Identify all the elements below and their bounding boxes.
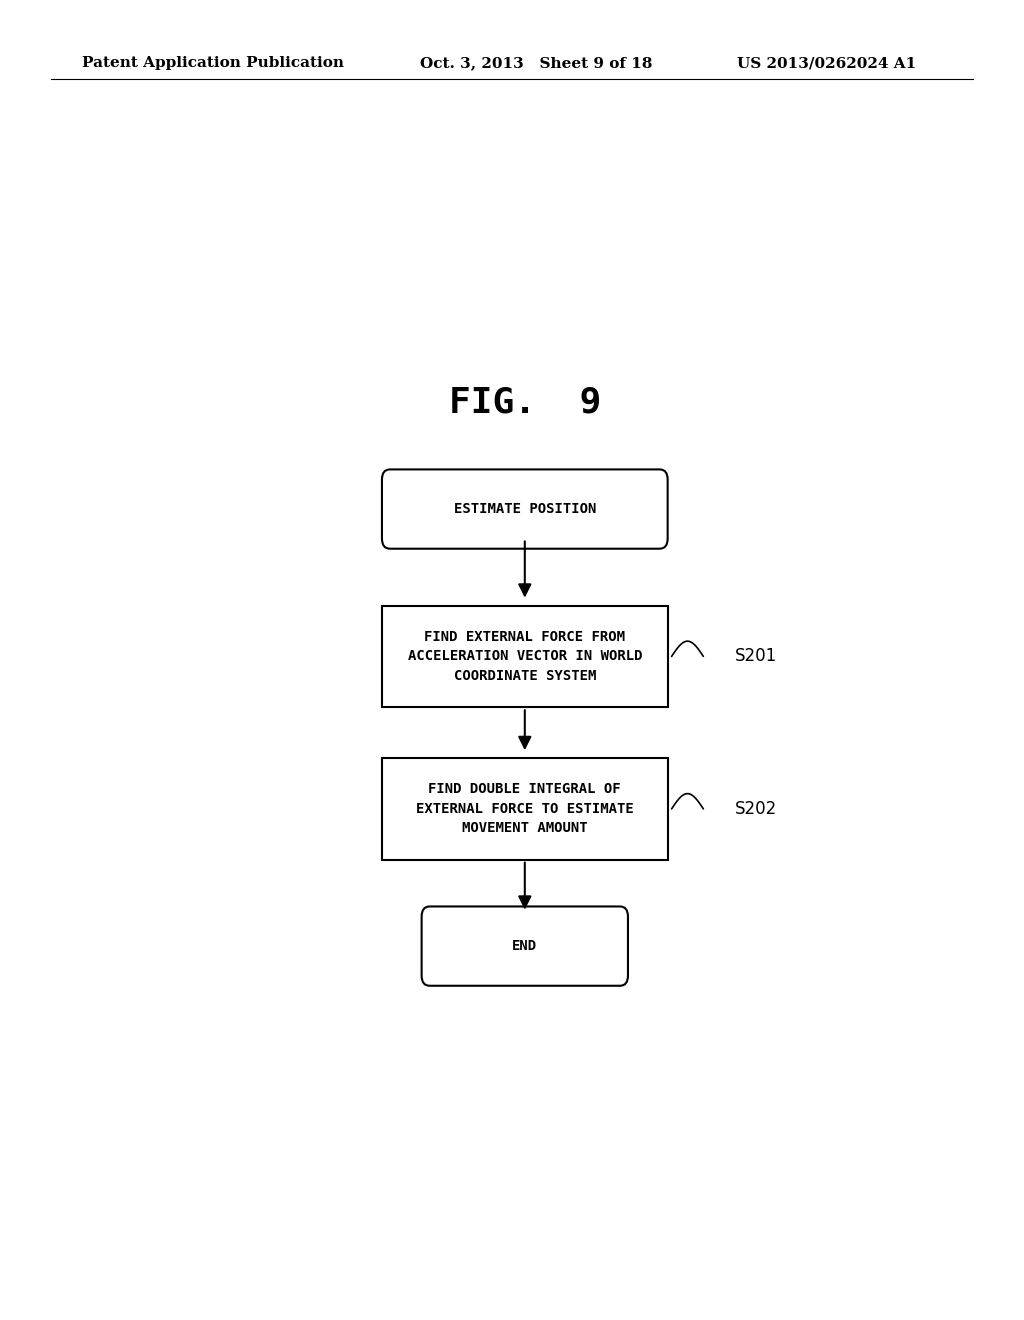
Text: END: END — [512, 939, 538, 953]
Text: S201: S201 — [735, 647, 777, 665]
FancyBboxPatch shape — [382, 470, 668, 549]
Text: S202: S202 — [735, 800, 777, 818]
Text: ESTIMATE POSITION: ESTIMATE POSITION — [454, 502, 596, 516]
Text: Patent Application Publication: Patent Application Publication — [82, 57, 344, 70]
FancyBboxPatch shape — [422, 907, 628, 986]
Text: FIND DOUBLE INTEGRAL OF
EXTERNAL FORCE TO ESTIMATE
MOVEMENT AMOUNT: FIND DOUBLE INTEGRAL OF EXTERNAL FORCE T… — [416, 783, 634, 836]
Text: FIND EXTERNAL FORCE FROM
ACCELERATION VECTOR IN WORLD
COORDINATE SYSTEM: FIND EXTERNAL FORCE FROM ACCELERATION VE… — [408, 630, 642, 682]
Bar — [382, 606, 668, 708]
Text: US 2013/0262024 A1: US 2013/0262024 A1 — [737, 57, 916, 70]
Bar — [382, 758, 668, 859]
Text: FIG.  9: FIG. 9 — [449, 385, 601, 420]
Text: Oct. 3, 2013   Sheet 9 of 18: Oct. 3, 2013 Sheet 9 of 18 — [420, 57, 652, 70]
